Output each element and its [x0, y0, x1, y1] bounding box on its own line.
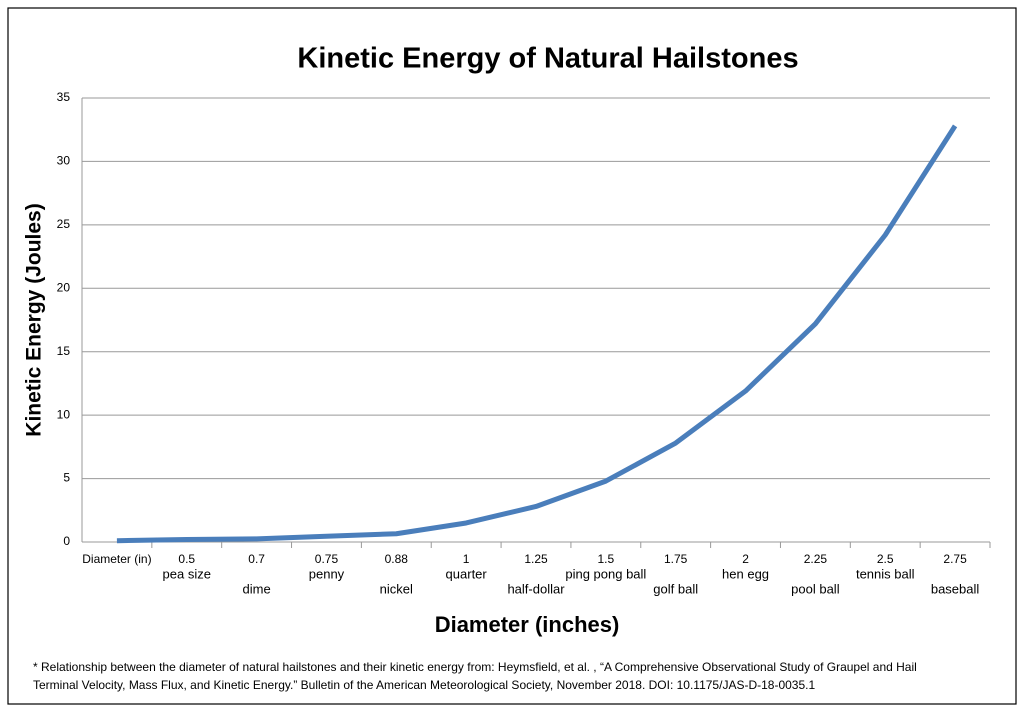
y-tick-label: 20: [57, 280, 71, 294]
category-name: golf ball: [653, 581, 698, 596]
x-tick-label: 1: [463, 552, 470, 566]
chart-title: Kinetic Energy of Natural Hailstones: [297, 43, 798, 75]
x-tick-label: 0.88: [385, 552, 409, 566]
category-name: dime: [243, 581, 271, 596]
x-tick-label: 0.7: [248, 552, 265, 566]
x-tick-label: 2: [742, 552, 749, 566]
category-name: pea size: [163, 566, 211, 581]
y-tick-label: 25: [57, 217, 71, 231]
y-axis-label: Kinetic Energy (Joules): [23, 203, 46, 436]
category-name: ping pong ball: [565, 566, 646, 581]
x-tick-label: 2.25: [804, 552, 828, 566]
x-tick-label: 0.75: [315, 552, 339, 566]
border: [7, 7, 1017, 705]
category-name: pool ball: [791, 581, 840, 596]
category-name: half-dollar: [507, 581, 565, 596]
category-name: baseball: [931, 581, 980, 596]
y-tick-label: 10: [57, 407, 71, 421]
y-tick-label: 5: [63, 471, 70, 485]
x-tick-label: 0.5: [178, 552, 195, 566]
x-axis-label: Diameter (inches): [435, 612, 620, 637]
data-line: [116, 124, 958, 544]
x-tick-label: 2.5: [877, 552, 894, 566]
category-name: nickel: [380, 581, 413, 596]
category-name: quarter: [446, 566, 488, 581]
x-tick-label: 1.5: [598, 552, 615, 566]
x-tick-label: Diameter (in): [82, 552, 151, 566]
footnote: * Relationship between the diameter of n…: [33, 660, 917, 674]
y-tick-label: 35: [57, 90, 71, 104]
x-tick-label: 1.75: [664, 552, 688, 566]
category-name: hen egg: [722, 566, 769, 581]
y-tick-label: 0: [63, 534, 70, 548]
category-name: penny: [309, 566, 345, 581]
y-tick-label: 30: [57, 154, 71, 168]
footnote: Terminal Velocity, Mass Flux, and Kineti…: [33, 678, 815, 692]
y-tick-label: 15: [57, 344, 71, 358]
x-tick-label: 2.75: [943, 552, 967, 566]
x-tick-label: 1.25: [524, 552, 548, 566]
category-name: tennis ball: [856, 566, 915, 581]
